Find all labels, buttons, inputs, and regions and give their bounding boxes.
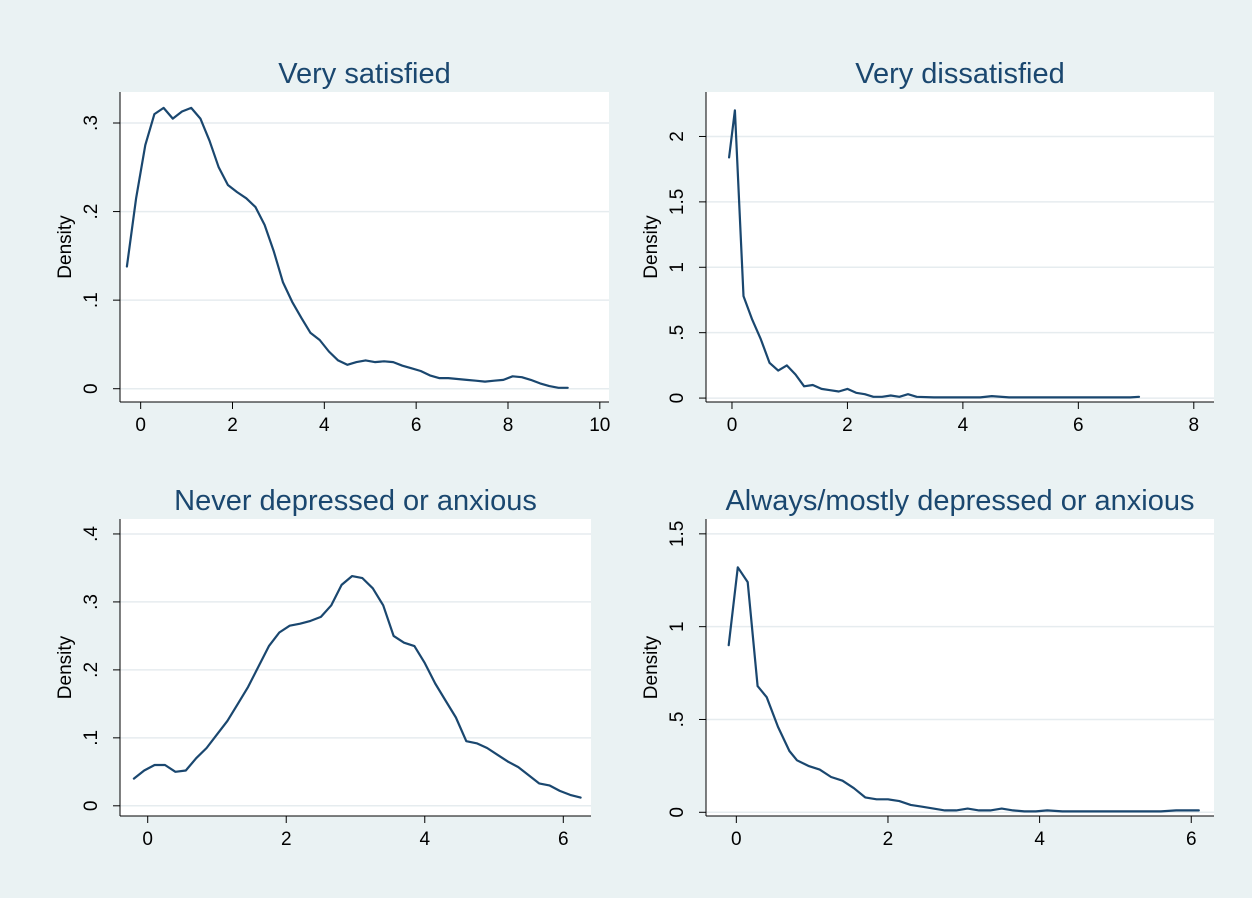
y-tick-label: .1 bbox=[81, 292, 102, 308]
x-tick-label: 2 bbox=[883, 829, 894, 850]
x-tick-label: 4 bbox=[1034, 829, 1045, 850]
y-tick-label: .1 bbox=[81, 730, 102, 746]
x-tick-label: 0 bbox=[142, 829, 153, 850]
plot-area bbox=[706, 519, 1214, 816]
y-tick-label: 2 bbox=[667, 131, 688, 142]
x-tick-label: 6 bbox=[558, 829, 569, 850]
density-line bbox=[727, 566, 1200, 813]
y-tick-label: 1 bbox=[667, 262, 688, 273]
chart-panel-4: 0 2 4 6 0 .5 1 1.5 Density Always/mostly depresse… bbox=[641, 485, 1214, 850]
density-line bbox=[727, 109, 1141, 399]
y-tick-label: 0 bbox=[667, 393, 688, 404]
y-axis-title: Density bbox=[641, 635, 662, 699]
plot-area bbox=[120, 519, 591, 816]
y-tick-label: .2 bbox=[81, 204, 102, 220]
chart-panel-2: 0 2 4 6 8 0 .5 1 1.5 2 Density Very dissatisfied bbox=[641, 58, 1214, 436]
chart-title: Never depressed or anxious bbox=[174, 485, 537, 517]
y-tick-label: .3 bbox=[81, 594, 102, 610]
x-tick-label: 10 bbox=[589, 415, 610, 436]
x-tick-label: 2 bbox=[842, 415, 853, 436]
x-tick-label: 0 bbox=[135, 415, 146, 436]
y-tick-label: 0 bbox=[81, 383, 102, 394]
plot-area bbox=[706, 92, 1214, 402]
x-tick-label: 2 bbox=[227, 415, 238, 436]
x-tick-label: 0 bbox=[727, 415, 738, 436]
chart-title: Very satisfied bbox=[278, 58, 450, 90]
x-tick-label: 0 bbox=[731, 829, 742, 850]
x-tick-label: 4 bbox=[319, 415, 330, 436]
y-tick-label: 0 bbox=[81, 801, 102, 812]
y-axis-title: Density bbox=[55, 635, 76, 699]
x-tick-label: 4 bbox=[958, 415, 969, 436]
x-tick-label: 2 bbox=[281, 829, 292, 850]
y-tick-label: .5 bbox=[667, 712, 688, 728]
chart-panel-3: 0 2 4 6 0 .1 .2 .3 .4 Density Never depressed or a… bbox=[55, 485, 591, 850]
x-tick-label: 6 bbox=[1186, 829, 1197, 850]
y-tick-label: .5 bbox=[667, 325, 688, 341]
y-tick-label: .2 bbox=[81, 662, 102, 678]
x-tick-label: 6 bbox=[1073, 415, 1084, 436]
chart-panel-1: 0 2 4 6 8 10 0 .1 .2 .3 Density Very satisfied bbox=[55, 58, 610, 436]
y-axis-title: Density bbox=[55, 215, 76, 279]
chart-title: Always/mostly depressed or anxious bbox=[725, 485, 1194, 517]
y-tick-label: .4 bbox=[81, 526, 102, 542]
y-tick-label: 1 bbox=[667, 621, 688, 632]
y-tick-label: 1.5 bbox=[667, 189, 688, 215]
chart-title: Very dissatisfied bbox=[855, 58, 1065, 90]
density-line bbox=[125, 106, 569, 389]
y-tick-label: 0 bbox=[667, 807, 688, 818]
y-tick-label: .3 bbox=[81, 115, 102, 131]
density-line bbox=[132, 574, 582, 799]
x-tick-label: 6 bbox=[411, 415, 422, 436]
y-axis-title: Density bbox=[641, 215, 662, 279]
y-tick-label: 1.5 bbox=[667, 521, 688, 547]
x-tick-label: 4 bbox=[419, 829, 430, 850]
x-tick-label: 8 bbox=[1189, 415, 1200, 436]
plot-area bbox=[120, 92, 609, 402]
x-tick-label: 8 bbox=[503, 415, 514, 436]
